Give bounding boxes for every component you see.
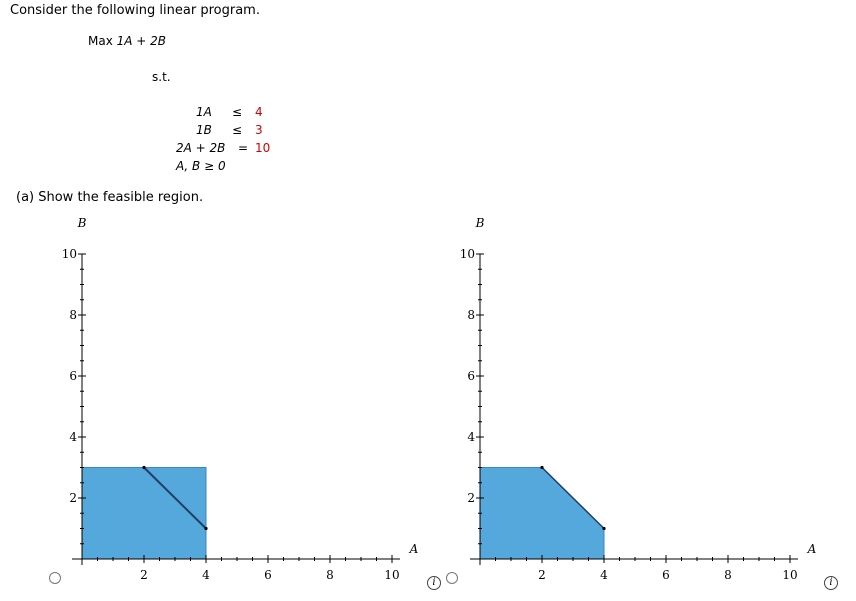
y-tick-label: 4 [467, 430, 475, 444]
constraint-3-op: = [238, 141, 249, 155]
x-axis-label: A [409, 542, 419, 556]
constraint-2-rhs: 3 [255, 123, 263, 137]
y-tick-label: 6 [467, 369, 475, 383]
objective-term-a: 1A [116, 34, 133, 48]
info-icon-2[interactable]: i [824, 576, 838, 590]
constraint-1-rhs: 4 [255, 105, 263, 119]
y-tick-label: 2 [467, 491, 475, 505]
graph-2: 2 4 6 8 10 2 4 6 8 10 A B [460, 216, 817, 582]
objective-term-b: 2B [150, 34, 167, 48]
intro-text: Consider the following linear program. [10, 3, 260, 18]
x-tick-label: 2 [538, 568, 546, 582]
y-axis-label: B [77, 216, 87, 230]
x-tick-label: 4 [202, 568, 210, 582]
y-axis-label: B [475, 216, 485, 230]
y-tick-label: 10 [460, 247, 475, 261]
part-a-prompt: (a) Show the feasible region. [16, 190, 204, 205]
constraint-line [143, 466, 207, 530]
x-axis-label: A [807, 542, 817, 556]
segment-endpoint [142, 465, 146, 470]
constraint-line [541, 466, 605, 530]
x-tick-label: 10 [384, 568, 399, 582]
constraint-3-rhs: 10 [255, 141, 271, 155]
vertex-point [602, 526, 606, 531]
objective: Max 1A + 2B [88, 34, 166, 48]
graph-1: 2 4 6 8 10 2 4 6 8 10 A B [62, 216, 419, 582]
objective-prefix: Max [88, 34, 117, 48]
y-tick-label: 6 [69, 369, 77, 383]
y-tick-label: 10 [62, 247, 77, 261]
vertex-point [540, 465, 544, 470]
y-tick-label: 8 [467, 308, 475, 322]
info-icon-1[interactable]: i [427, 576, 441, 590]
constraint-2-lhs: 1B [196, 123, 212, 137]
constraint-1-lhs: 1A [196, 105, 212, 119]
feasible-region [81, 467, 207, 560]
constraint-1-op: ≤ [232, 105, 243, 119]
feasible-region [479, 467, 605, 560]
constraint-3-lhs: 2A + 2B [176, 141, 226, 155]
subject-to: s.t. [152, 70, 171, 84]
y-tick-label: 8 [69, 308, 77, 322]
y-tick-label: 4 [69, 430, 77, 444]
answer-radio-1[interactable] [49, 572, 61, 584]
y-tick-label: 2 [69, 491, 77, 505]
x-tick-label: 6 [264, 568, 272, 582]
x-tick-label: 2 [140, 568, 148, 582]
objective-plus: + [132, 34, 151, 48]
segment-endpoint [204, 526, 208, 531]
x-tick-label: 8 [326, 568, 334, 582]
x-tick-label: 4 [600, 568, 608, 582]
nonnegativity: A, B ≥ 0 [176, 159, 226, 173]
x-tick-label: 8 [724, 568, 732, 582]
answer-radio-2[interactable] [446, 572, 458, 584]
x-tick-label: 6 [662, 568, 670, 582]
x-tick-label: 10 [782, 568, 797, 582]
constraint-2-op: ≤ [232, 123, 243, 137]
